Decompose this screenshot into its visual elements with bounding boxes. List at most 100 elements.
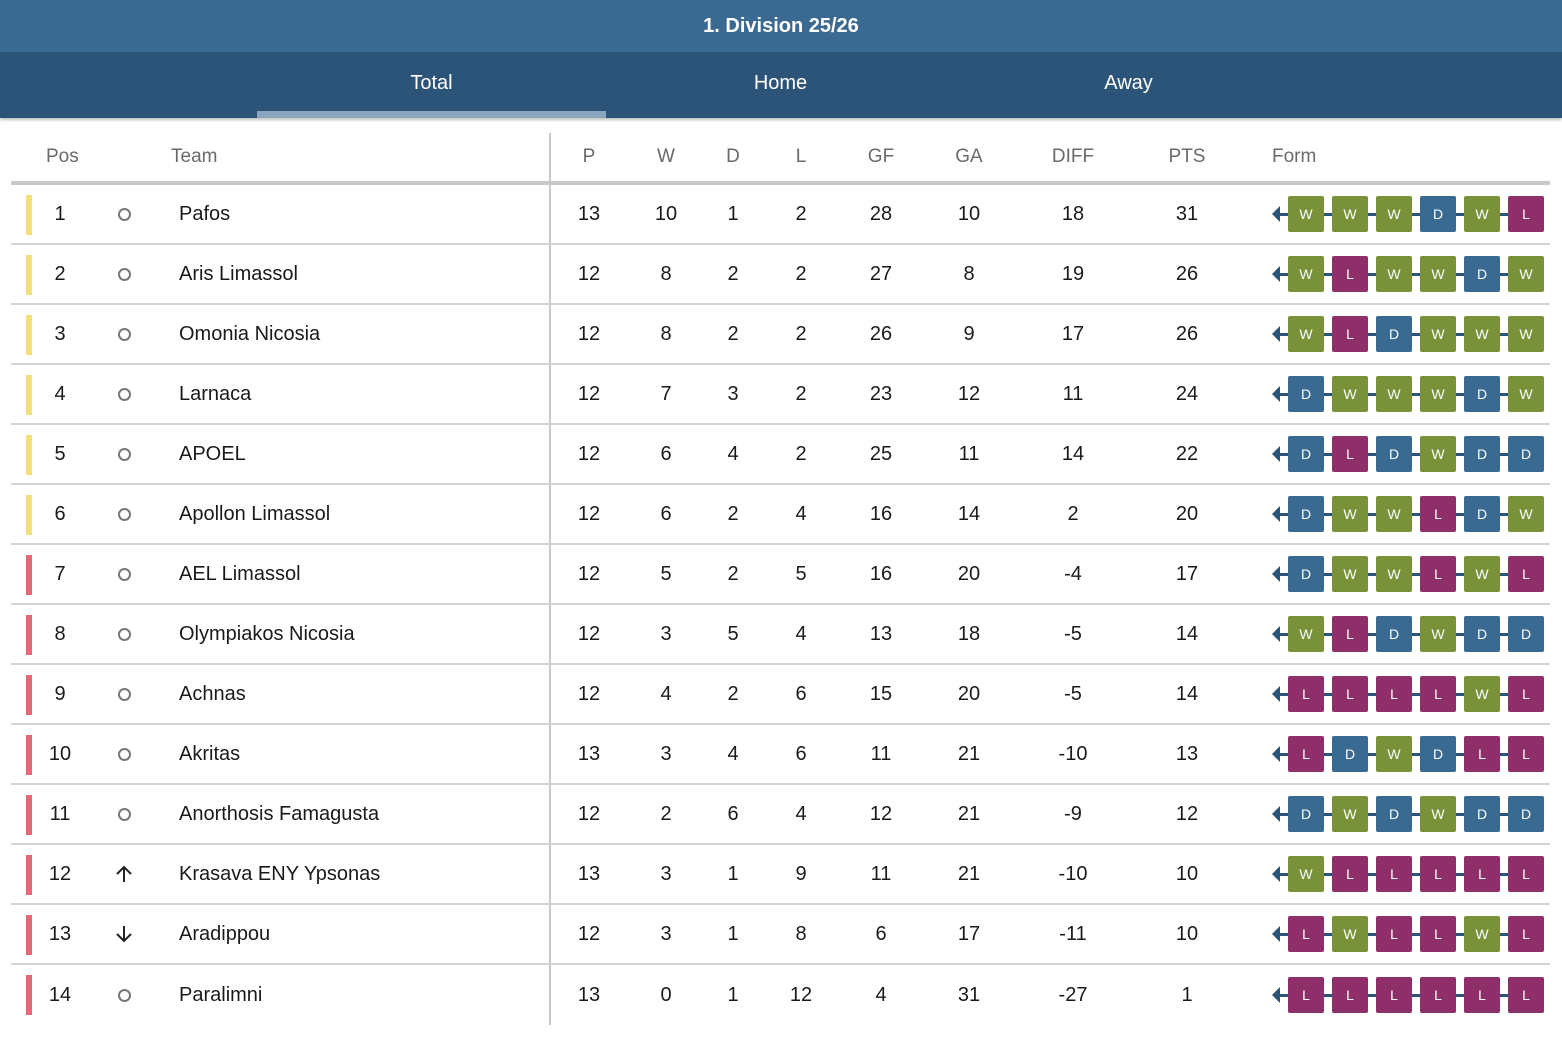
form-badge[interactable]: L (1464, 736, 1500, 772)
tab-away[interactable]: Away (954, 52, 1303, 118)
form-badge[interactable]: D (1464, 616, 1500, 652)
table-row[interactable]: 3 Omonia Nicosia 12 8 2 2 26 9 17 26 W L D W W W (11, 305, 1550, 365)
cell-team-name[interactable]: Larnaca (179, 382, 252, 405)
form-badge[interactable]: D (1288, 376, 1324, 412)
form-badge[interactable]: D (1464, 796, 1500, 832)
tab-total[interactable]: Total (257, 52, 606, 118)
cell-team-name[interactable]: Krasava ENY Ypsonas (179, 862, 381, 885)
cell-team-name[interactable]: Paralimni (179, 983, 263, 1006)
table-row[interactable]: 7 AEL Limassol 12 5 2 5 16 20 -4 17 D W W L W L (11, 545, 1550, 605)
table-row[interactable]: 8 Olympiakos Nicosia 12 3 5 4 13 18 -5 14 W L D W D D (11, 605, 1550, 665)
form-badge[interactable]: L (1332, 256, 1368, 292)
form-badge[interactable]: L (1420, 856, 1456, 892)
table-row[interactable]: 10 Akritas 13 3 4 6 11 21 -10 13 L D W D L L (11, 725, 1550, 785)
form-badge[interactable]: W (1332, 496, 1368, 532)
form-badge[interactable]: L (1288, 676, 1324, 712)
form-badge[interactable]: D (1288, 496, 1324, 532)
form-badge[interactable]: L (1420, 916, 1456, 952)
form-badge[interactable]: L (1332, 676, 1368, 712)
form-badge[interactable]: D (1508, 796, 1544, 832)
form-badge[interactable]: L (1420, 977, 1456, 1013)
form-badge[interactable]: W (1376, 556, 1412, 592)
form-badge[interactable]: W (1288, 196, 1324, 232)
form-badge[interactable]: W (1376, 736, 1412, 772)
form-badge[interactable]: W (1464, 676, 1500, 712)
form-badge[interactable]: W (1464, 556, 1500, 592)
form-badge[interactable]: D (1332, 736, 1368, 772)
form-badge[interactable]: D (1508, 436, 1544, 472)
form-badge[interactable]: W (1376, 496, 1412, 532)
form-badge[interactable]: W (1332, 916, 1368, 952)
table-row[interactable]: 9 Achnas 12 4 2 6 15 20 -5 14 L L L L W L (11, 665, 1550, 725)
form-badge[interactable]: W (1332, 796, 1368, 832)
form-badge[interactable]: W (1508, 316, 1544, 352)
form-badge[interactable]: L (1508, 196, 1544, 232)
form-badge[interactable]: W (1376, 196, 1412, 232)
header-drawn[interactable]: D (726, 146, 740, 167)
form-badge[interactable]: D (1464, 256, 1500, 292)
header-goal-difference[interactable]: DIFF (1051, 146, 1095, 167)
form-badge[interactable]: W (1376, 256, 1412, 292)
form-badge[interactable]: W (1508, 376, 1544, 412)
form-badge[interactable]: L (1288, 736, 1324, 772)
form-badge[interactable]: L (1508, 977, 1544, 1013)
table-row[interactable]: 1 Pafos 13 10 1 2 28 10 18 31 W W W D W L (11, 185, 1550, 245)
header-lost[interactable]: L (795, 146, 807, 167)
header-pos[interactable]: Pos (46, 146, 79, 167)
form-badge[interactable]: L (1332, 316, 1368, 352)
form-badge[interactable]: W (1288, 256, 1324, 292)
form-badge[interactable]: W (1464, 196, 1500, 232)
form-badge[interactable]: W (1420, 376, 1456, 412)
form-badge[interactable]: D (1288, 796, 1324, 832)
cell-team-name[interactable]: Aris Limassol (179, 262, 298, 285)
cell-team-name[interactable]: Akritas (179, 742, 241, 765)
header-team[interactable]: Team (171, 146, 218, 167)
form-badge[interactable]: D (1288, 436, 1324, 472)
form-badge[interactable]: L (1420, 556, 1456, 592)
form-badge[interactable]: W (1332, 196, 1368, 232)
form-badge[interactable]: L (1464, 856, 1500, 892)
form-badge[interactable]: W (1464, 916, 1500, 952)
form-badge[interactable]: L (1332, 856, 1368, 892)
tab-home[interactable]: Home (606, 52, 955, 118)
table-row[interactable]: 2 Aris Limassol 12 8 2 2 27 8 19 26 W L W W D W (11, 245, 1550, 305)
form-badge[interactable]: D (1420, 196, 1456, 232)
header-goals-against[interactable]: GA (955, 146, 983, 167)
cell-team-name[interactable]: AEL Limassol (179, 562, 301, 585)
form-badge[interactable]: L (1288, 916, 1324, 952)
form-badge[interactable]: W (1420, 436, 1456, 472)
header-points[interactable]: PTS (1168, 146, 1206, 167)
cell-team-name[interactable]: Aradippou (179, 922, 271, 945)
form-badge[interactable]: W (1332, 376, 1368, 412)
form-badge[interactable]: L (1376, 977, 1412, 1013)
cell-team-name[interactable]: Achnas (179, 682, 246, 705)
table-row[interactable]: 12 Krasava ENY Ypsonas 13 3 1 9 11 21 -10 10 W L L L L… (11, 845, 1550, 905)
cell-team-name[interactable]: APOEL (179, 442, 246, 465)
form-badge[interactable]: W (1464, 316, 1500, 352)
form-badge[interactable]: W (1420, 616, 1456, 652)
form-badge[interactable]: L (1376, 916, 1412, 952)
form-badge[interactable]: L (1508, 916, 1544, 952)
form-badge[interactable]: L (1508, 736, 1544, 772)
table-row[interactable]: 4 Larnaca 12 7 3 2 23 12 11 24 D W W W D W (11, 365, 1550, 425)
form-badge[interactable]: W (1288, 316, 1324, 352)
cell-team-name[interactable]: Apollon Limassol (179, 502, 331, 525)
form-badge[interactable]: D (1420, 736, 1456, 772)
form-badge[interactable]: D (1288, 556, 1324, 592)
form-badge[interactable]: D (1376, 436, 1412, 472)
header-won[interactable]: W (657, 146, 675, 167)
form-badge[interactable]: L (1508, 556, 1544, 592)
form-badge[interactable]: W (1420, 316, 1456, 352)
form-badge[interactable]: L (1332, 436, 1368, 472)
form-badge[interactable]: L (1332, 616, 1368, 652)
form-badge[interactable]: W (1508, 256, 1544, 292)
table-row[interactable]: 5 APOEL 12 6 4 2 25 11 14 22 D L D W D D (11, 425, 1550, 485)
form-badge[interactable]: L (1288, 977, 1324, 1013)
form-badge[interactable]: L (1508, 676, 1544, 712)
header-played[interactable]: P (582, 146, 596, 167)
form-badge[interactable]: W (1508, 496, 1544, 532)
header-goals-for[interactable]: GF (867, 146, 895, 167)
form-badge[interactable]: L (1332, 977, 1368, 1013)
form-badge[interactable]: W (1332, 556, 1368, 592)
form-badge[interactable]: W (1376, 376, 1412, 412)
